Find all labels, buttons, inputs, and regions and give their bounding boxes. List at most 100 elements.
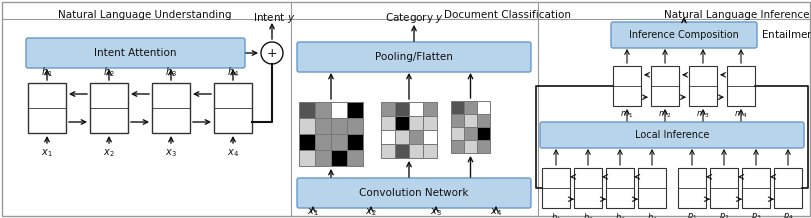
Text: $h_3$: $h_3$ — [614, 211, 624, 218]
Bar — [394, 144, 409, 158]
Text: $m_4$: $m_4$ — [733, 109, 747, 119]
Bar — [450, 101, 463, 114]
Text: $p_4$: $p_4$ — [782, 211, 792, 218]
Bar — [476, 127, 489, 140]
Bar — [463, 140, 476, 153]
FancyBboxPatch shape — [539, 122, 803, 148]
Text: $x_4$: $x_4$ — [489, 206, 501, 218]
Text: $p_1$: $p_1$ — [686, 211, 697, 218]
Text: $p_2$: $p_2$ — [718, 211, 728, 218]
Bar — [605, 168, 633, 208]
Bar — [28, 83, 66, 133]
Text: $x_1$: $x_1$ — [307, 206, 319, 218]
Bar — [394, 102, 409, 116]
Bar — [423, 116, 436, 130]
Bar — [463, 127, 476, 140]
Bar — [346, 118, 363, 134]
Text: Intent $y$: Intent $y$ — [252, 11, 294, 25]
Text: $h_3$: $h_3$ — [165, 65, 177, 79]
Bar — [741, 168, 769, 208]
Text: $h_4$: $h_4$ — [226, 65, 238, 79]
Text: $h_1$: $h_1$ — [41, 65, 53, 79]
Bar — [463, 114, 476, 127]
Bar — [380, 116, 394, 130]
FancyBboxPatch shape — [297, 178, 530, 208]
Bar — [409, 102, 423, 116]
FancyBboxPatch shape — [297, 42, 530, 72]
Bar — [476, 101, 489, 114]
Bar — [637, 168, 665, 208]
Bar — [612, 66, 640, 106]
Bar — [650, 66, 678, 106]
Text: $h_4$: $h_4$ — [646, 211, 657, 218]
Bar — [298, 134, 315, 150]
Bar — [380, 144, 394, 158]
Text: $x_2$: $x_2$ — [103, 147, 114, 159]
Bar — [541, 168, 569, 208]
Bar — [677, 168, 705, 208]
Bar — [409, 130, 423, 144]
Bar — [346, 102, 363, 118]
Bar — [409, 144, 423, 158]
Text: $h_2$: $h_2$ — [103, 65, 114, 79]
Bar — [315, 134, 331, 150]
Bar — [346, 134, 363, 150]
Bar — [394, 116, 409, 130]
Bar — [331, 134, 346, 150]
Text: $x_3$: $x_3$ — [165, 147, 177, 159]
Circle shape — [260, 42, 283, 64]
Bar — [450, 140, 463, 153]
Text: $m_3$: $m_3$ — [695, 109, 709, 119]
Text: Intent Attention: Intent Attention — [94, 48, 177, 58]
Text: Inference Composition: Inference Composition — [629, 30, 738, 40]
Bar — [315, 118, 331, 134]
Bar — [331, 150, 346, 166]
Text: Convolution Network: Convolution Network — [358, 188, 468, 198]
Text: Local Inference: Local Inference — [634, 130, 708, 140]
FancyBboxPatch shape — [26, 38, 245, 68]
Bar — [298, 118, 315, 134]
Bar — [214, 83, 251, 133]
Bar — [152, 83, 190, 133]
Bar — [346, 150, 363, 166]
Text: $m_2$: $m_2$ — [658, 109, 671, 119]
Text: $x_4$: $x_4$ — [227, 147, 238, 159]
FancyBboxPatch shape — [610, 22, 756, 48]
Text: $x_1$: $x_1$ — [41, 147, 53, 159]
Bar — [331, 118, 346, 134]
Bar — [463, 101, 476, 114]
Bar — [298, 150, 315, 166]
Text: $p_3$: $p_3$ — [749, 211, 761, 218]
Bar — [726, 66, 754, 106]
Bar — [90, 83, 128, 133]
Bar — [709, 168, 737, 208]
Text: $m_1$: $m_1$ — [620, 109, 633, 119]
Bar — [331, 102, 346, 118]
Bar — [450, 127, 463, 140]
Text: Entailment $y$: Entailment $y$ — [760, 28, 811, 42]
Text: $h_1$: $h_1$ — [550, 211, 560, 218]
Text: +: + — [266, 46, 277, 60]
Text: Natural Language Inference: Natural Language Inference — [663, 10, 809, 20]
Text: Category $y$: Category $y$ — [384, 11, 443, 25]
Bar — [394, 130, 409, 144]
Bar — [315, 150, 331, 166]
Bar — [315, 102, 331, 118]
Bar — [380, 102, 394, 116]
Bar — [476, 140, 489, 153]
Bar — [298, 102, 315, 118]
Bar — [773, 168, 801, 208]
Bar — [476, 114, 489, 127]
Text: Pooling/Flatten: Pooling/Flatten — [375, 52, 453, 62]
Bar — [573, 168, 601, 208]
Text: Document Classification: Document Classification — [444, 10, 571, 20]
Text: $x_2$: $x_2$ — [365, 206, 376, 218]
Bar — [450, 114, 463, 127]
Bar — [380, 130, 394, 144]
Bar — [423, 102, 436, 116]
Text: $x_3$: $x_3$ — [430, 206, 441, 218]
Text: $h_2$: $h_2$ — [582, 211, 593, 218]
Bar — [409, 116, 423, 130]
Text: Natural Language Understanding: Natural Language Understanding — [58, 10, 231, 20]
Bar — [423, 144, 436, 158]
